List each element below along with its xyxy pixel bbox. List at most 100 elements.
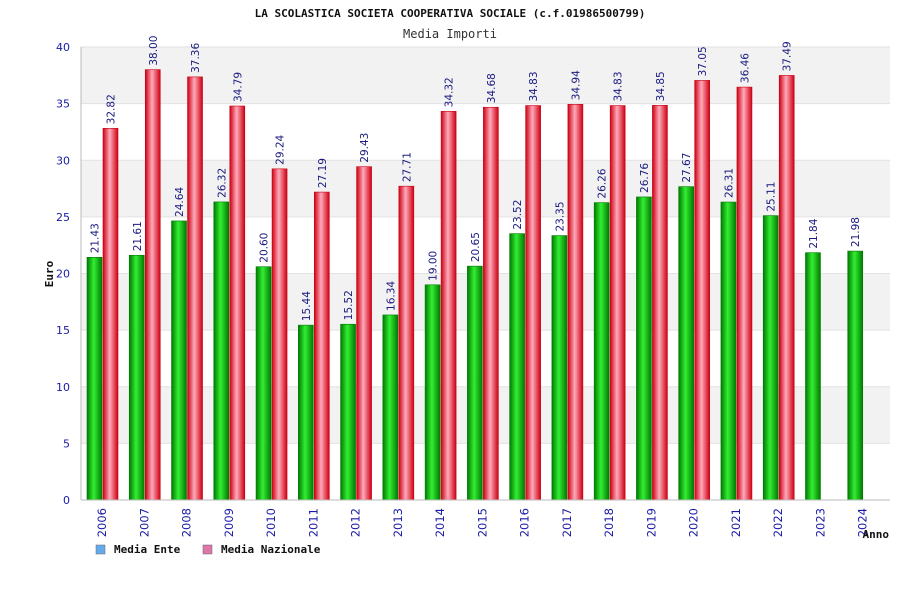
x-tick-label: 2010 [264,508,278,537]
y-tick-label: 0 [63,494,70,507]
chart-subtitle: Media Importi [403,27,497,41]
y-tick-label: 10 [56,381,70,394]
data-label-media-ente-2012: 15.52 [343,290,355,320]
data-label-media-ente-2021: 26.31 [723,168,735,198]
bar-media-nazionale-2014 [440,111,457,501]
bar-media-ente-2007 [128,254,145,501]
data-label-media-ente-2009: 26.32 [216,168,228,198]
bar-media-nazionale-2022 [778,75,795,501]
data-label-media-ente-2010: 20.60 [259,233,271,263]
data-label-media-nazionale-2010: 29.24 [275,134,287,164]
band [81,47,890,104]
bar-media-ente-2008 [171,220,187,501]
x-tick-label: 2022 [771,508,785,537]
bar-media-ente-2014 [424,284,441,501]
legend-swatch-media-nazionale [202,544,213,555]
data-label-media-nazionale-2011: 27.19 [317,158,329,188]
bar-media-nazionale-2006 [102,128,119,501]
data-label-media-ente-2019: 26.76 [639,163,651,193]
y-tick-label: 20 [56,268,70,281]
y-tick-labels: 0 5 10 15 20 25 30 35 40 [56,41,70,507]
x-tick-label: 2017 [560,508,574,537]
x-tick-labels: 2006 2007 2008 2009 2010 2011 2012 2013 2014 2015… [95,508,870,537]
data-label-media-nazionale-2021: 36.46 [739,53,751,83]
data-label-media-ente-2014: 19.00 [428,251,440,281]
bar-media-nazionale-2018 [609,105,626,501]
bar-media-nazionale-2009 [229,105,246,501]
bar-media-ente-2023 [805,252,821,501]
data-label-media-nazionale-2015: 34.68 [486,73,498,103]
bar-media-ente-2022 [762,215,779,501]
bar-value-labels: 21.43 32.82 21.61 38.00 24.64 37.36 26.32 34.79… [90,36,863,322]
bar-media-ente-2019 [636,196,652,501]
bar-media-ente-2018 [593,202,610,501]
chart-title: LA SCOLASTICA SOCIETA COOPERATIVA SOCIAL… [255,7,646,20]
data-label-media-nazionale-2009: 34.79 [232,72,244,102]
data-label-media-nazionale-2013: 27.71 [401,152,413,182]
bar-media-nazionale-2007 [144,69,161,501]
bar-media-nazionale-2019 [652,105,668,501]
bar-media-ente-2017 [551,235,568,501]
y-tick-label: 40 [56,41,70,54]
y-tick-label: 25 [56,211,70,224]
data-label-media-ente-2023: 21.84 [808,218,820,248]
data-label-media-ente-2016: 23.52 [512,200,524,230]
data-label-media-ente-2008: 24.64 [174,187,186,217]
data-label-media-ente-2024: 21.98 [850,217,862,247]
data-label-media-nazionale-2007: 38.00 [148,36,160,66]
x-tick-label: 2024 [856,508,870,537]
data-label-media-ente-2007: 21.61 [132,221,144,251]
bar-media-nazionale-2012 [356,166,372,501]
axes [80,47,890,501]
bar-media-nazionale-2017 [567,104,584,501]
legend: Media Ente Media Nazionale [95,543,321,556]
data-label-media-ente-2017: 23.35 [554,201,566,231]
bar-media-ente-2011 [298,324,314,501]
data-label-media-ente-2020: 27.67 [681,153,693,183]
y-tick-label: 15 [56,324,70,337]
x-tick-label: 2012 [349,508,363,537]
x-tick-label: 2016 [518,508,532,537]
data-label-media-ente-2018: 26.26 [597,168,609,198]
bar-media-nazionale-2020 [694,80,710,501]
legend-label-media-ente: Media Ente [114,543,181,556]
x-tick-label: 2018 [602,508,616,537]
data-label-media-nazionale-2008: 37.36 [190,43,202,73]
x-tick-label: 2013 [391,508,405,537]
data-label-media-ente-2015: 20.65 [470,232,482,262]
legend-swatch-media-ente [95,544,106,555]
data-label-media-nazionale-2020: 37.05 [697,46,709,76]
legend-label-media-nazionale: Media Nazionale [221,543,321,556]
bar-media-ente-2021 [720,201,737,501]
bar-media-ente-2010 [255,266,272,501]
data-label-media-ente-2013: 16.34 [385,281,397,311]
y-tick-label: 30 [56,154,70,167]
x-tick-label: 2008 [180,508,194,537]
bar-media-ente-2009 [213,201,230,501]
bar-media-ente-2020 [678,186,694,501]
x-tick-label: 2009 [222,508,236,537]
x-tick-label: 2006 [95,508,109,537]
x-tick-label: 2007 [137,508,151,537]
x-tick-label: 2014 [433,508,447,537]
bar-media-nazionale-2010 [271,168,288,501]
x-tick-label: 2023 [813,508,827,537]
data-label-media-nazionale-2022: 37.49 [782,41,794,71]
data-label-media-nazionale-2017: 34.94 [570,70,582,100]
data-label-media-nazionale-2018: 34.83 [613,71,625,101]
y-tick-label: 5 [63,437,70,450]
bar-media-nazionale-2016 [525,105,541,501]
x-tick-label: 2020 [687,508,701,537]
data-label-media-nazionale-2016: 34.83 [528,71,540,101]
bar-media-ente-2012 [340,323,356,501]
data-label-media-ente-2006: 21.43 [90,223,102,253]
data-label-media-nazionale-2014: 34.32 [444,77,456,107]
bar-media-ente-2024 [847,250,864,501]
data-label-media-ente-2011: 15.44 [301,291,313,321]
y-axis-label: Euro [43,260,56,287]
data-label-media-nazionale-2006: 32.82 [106,94,118,124]
bar-media-nazionale-2021 [736,86,753,501]
x-tick-label: 2015 [475,508,489,537]
x-axis-label: Anno [863,528,890,541]
data-label-media-nazionale-2012: 29.43 [359,133,371,163]
